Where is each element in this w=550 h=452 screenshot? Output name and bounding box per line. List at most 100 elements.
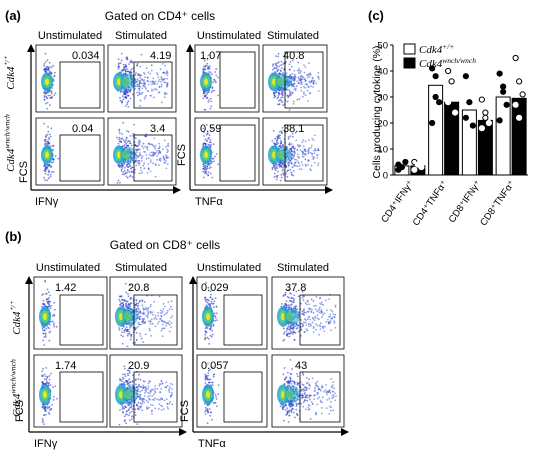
panel-a-col-unstim-2: Unstimulated: [197, 30, 261, 42]
panel-b-letter: (b): [5, 229, 22, 244]
data-point: [432, 93, 439, 101]
panel-b-flow-plot-2-value: 20.8: [128, 282, 149, 294]
data-point: [500, 88, 507, 95]
data-point: [512, 101, 519, 108]
bar-wt-4: [495, 96, 511, 176]
panel-a-flow-plot-2-value: 4.19: [150, 50, 171, 62]
svg-text:Cdk4wnch/wnch: Cdk4wnch/wnch: [3, 114, 17, 172]
panel-a-flow-plot-7-value: 0.59: [200, 123, 221, 135]
data-point: [432, 73, 439, 80]
data-point: [496, 70, 503, 77]
panel-a-ifng-label: IFNγ: [35, 196, 59, 208]
legend-label-wt: Cdk4+/+: [419, 42, 454, 56]
panel-b-row-mut: Cdk4wnch/wnch: [9, 359, 23, 417]
panel-a-row-wt: Cdk4⁺/⁺: [3, 55, 17, 89]
data-point: [445, 99, 452, 106]
data-point: [429, 119, 436, 127]
panel-b-flow-plot-6-value: 37.8: [285, 282, 306, 294]
y-tick-label: 50: [377, 41, 388, 52]
y-tick-label: 30: [377, 93, 388, 104]
data-point: [482, 109, 489, 116]
data-point: [452, 109, 459, 116]
svg-text:Cdk4⁺/⁺: Cdk4⁺/⁺: [3, 55, 17, 89]
panel-b-flow-plot-3-value: 1.74: [55, 360, 76, 372]
panel-b-title: Gated on CD8⁺ cells: [110, 238, 220, 252]
panel-b-flow-plot-1: 1.42: [33, 276, 108, 350]
x-tick-label: CD8⁺IFNγ⁺: [447, 178, 484, 225]
panel-b-flow-plot-5-value: 0.029: [201, 282, 229, 294]
svg-text:Cdk4⁺/⁺: Cdk4⁺/⁺: [9, 300, 23, 334]
data-point: [448, 78, 455, 85]
data-point: [436, 99, 443, 106]
y-tick-label: 0: [383, 171, 388, 182]
panel-a-flow-plot-3: 0.04: [35, 117, 105, 186]
data-point: [519, 91, 526, 98]
data-point: [496, 117, 503, 124]
bar-mut-4: [511, 97, 527, 176]
legend-swatch-wt: [403, 43, 416, 55]
panel-a-row-mut: Cdk4wnch/wnch: [3, 114, 17, 172]
panel-a-flow-plot-4-value: 3.4: [150, 123, 165, 135]
panel-a-flow-plot-4: 3.4: [107, 117, 177, 186]
data-point: [429, 65, 436, 72]
panel-b-flow-plot-3: 1.74: [33, 354, 108, 428]
x-tick-label: CD4⁺IFNγ⁺: [379, 178, 416, 225]
panel-b-tnfa-label: TNFα: [198, 438, 226, 450]
panel-b-col-stim-2: Stimulated: [277, 262, 329, 274]
panel-a-flow-plot-1: 0.034: [35, 44, 105, 113]
legend: Cdk4+/+Cdk4wnch/wnch: [403, 42, 476, 70]
y-axis-label: Cells producing cytokine (%): [371, 45, 383, 178]
panel-b-flow-plot-8-value: 43: [295, 360, 307, 372]
data-point: [445, 67, 452, 75]
data-point: [478, 96, 485, 103]
data-point: [395, 166, 402, 173]
panel-b-flow-plot-4-value: 20.9: [128, 360, 149, 372]
panel-b-flow-plot-4: 20.9: [109, 354, 183, 428]
panel-b-flow-plot-5: 0.029: [196, 276, 268, 350]
panel-a-flow-plot-5-value: 1.07: [200, 50, 221, 62]
panel-a-flow-plot-3-value: 0.04: [72, 123, 93, 135]
panel-b-col-stim: Stimulated: [115, 262, 167, 274]
data-point: [478, 125, 485, 132]
data-point: [516, 78, 523, 85]
data-point: [462, 73, 469, 80]
legend-swatch-mut: [403, 57, 416, 69]
legend-label-mut: Cdk4wnch/wnch: [419, 56, 476, 70]
data-point: [411, 166, 418, 173]
y-tick-label: 40: [377, 67, 388, 78]
panel-b-flow-plot-2: 20.8: [109, 276, 183, 350]
panel-b-fcs-label-2: FCS: [179, 400, 191, 422]
data-point: [418, 164, 425, 171]
panel-a-fcs-label: FCS: [18, 161, 30, 183]
y-tick-label: 20: [377, 119, 388, 130]
panel-b-col-unstim: Unstimulated: [36, 262, 100, 274]
panel-b-flow-plot-7-value: 0.057: [201, 360, 229, 372]
panel-a-flow-plot-1-value: 0.034: [72, 50, 100, 62]
data-point: [516, 114, 523, 121]
data-point: [482, 114, 489, 121]
panel-a-col-unstim: Unstimulated: [38, 30, 102, 42]
data-point: [402, 158, 409, 166]
panel-a-letter: (a): [5, 8, 21, 23]
panel-b-ifng-label: IFNγ: [34, 438, 58, 450]
data-point: [485, 119, 492, 127]
svg-text:Cdk4wnch/wnch: Cdk4wnch/wnch: [9, 359, 23, 417]
panel-a-fcs-label-2: FCS: [176, 144, 188, 166]
panel-c-letter: (c): [368, 8, 384, 23]
data-point: [462, 114, 469, 121]
y-tick-label: 10: [377, 145, 388, 156]
data-point: [500, 83, 507, 90]
panel-a-col-stim-2: Stimulated: [267, 30, 319, 42]
panel-a-title: Gated on CD4⁺ cells: [105, 9, 215, 23]
panel-b-flow-plot-6: 37.8: [271, 276, 345, 350]
bar-mut-2: [444, 101, 460, 176]
panel-b-flow-plot-1-value: 1.42: [55, 282, 76, 294]
panel-a-flow-plot-7: 0.59: [194, 117, 260, 186]
panel-b-fcs-label: FCS: [14, 400, 26, 422]
data-point: [469, 122, 476, 129]
x-tick-label: CD8⁺TNFα⁺: [478, 178, 517, 228]
panel-a-tnfa-label: TNFα: [195, 196, 223, 208]
panel-b-flow-plot-8: 43: [271, 354, 345, 428]
